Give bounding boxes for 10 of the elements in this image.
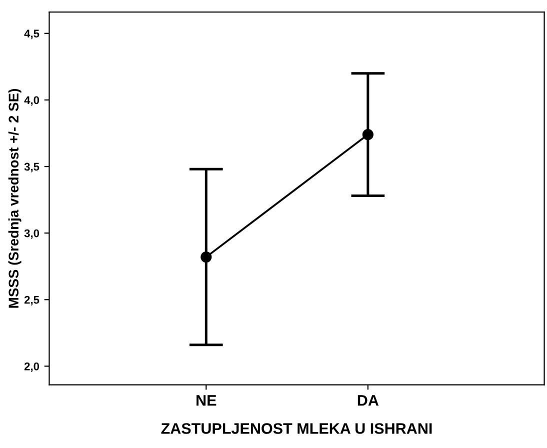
y-tick-label: 2,0 — [24, 362, 40, 372]
x-axis-title: ZASTUPLJENOST MLEKA U ISHRANI — [161, 423, 432, 434]
y-tick-label: 2,5 — [24, 296, 40, 306]
y-tick-label: 4,5 — [24, 30, 40, 40]
y-tick-label: 3,0 — [24, 229, 40, 239]
y-axis-title: MSSS (Srednja vrednost +/- 2 SE) — [8, 88, 22, 308]
x-tick-label: NE — [196, 395, 216, 406]
y-tick-label: 4,0 — [24, 96, 40, 106]
y-tick-label: 3,5 — [24, 162, 40, 172]
x-tick-label: DA — [358, 395, 379, 406]
